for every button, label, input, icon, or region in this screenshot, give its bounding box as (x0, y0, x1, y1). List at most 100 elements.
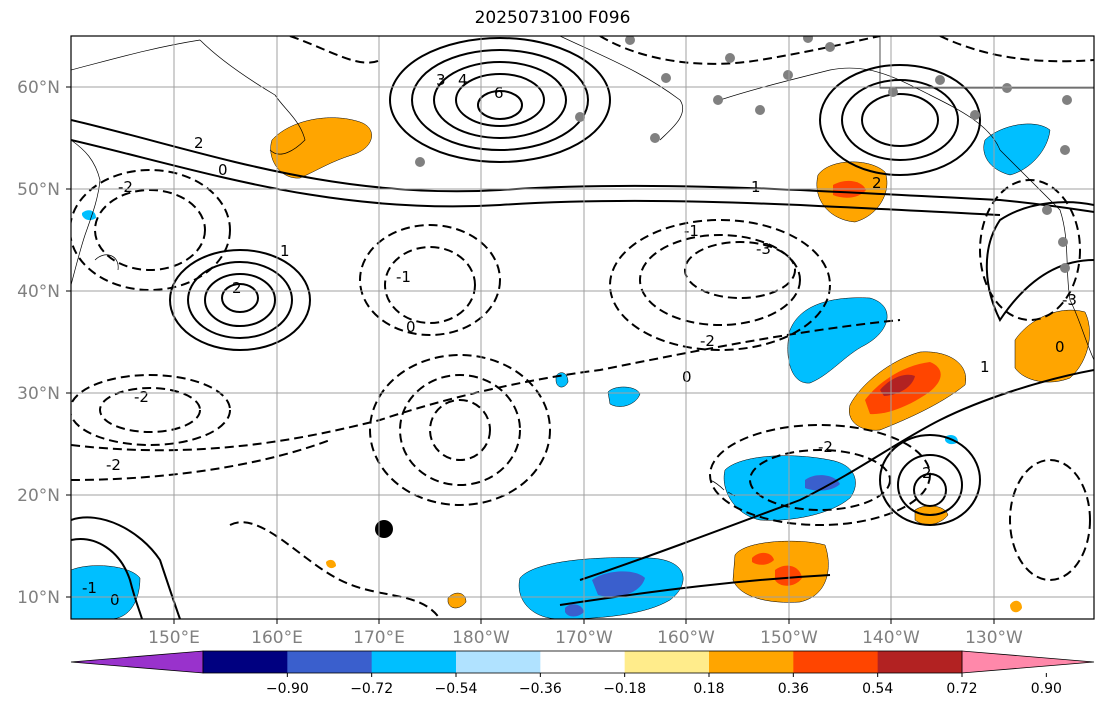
contour-label: 3 (436, 71, 446, 89)
contour-label: 6 (494, 84, 504, 102)
dashed-ring (71, 169, 231, 291)
contour-line (985, 201, 1094, 322)
contour-ring (411, 49, 589, 151)
contour-ring (455, 73, 545, 127)
latitude-tick-label: 50°N (17, 180, 60, 200)
storm-center-marker (375, 520, 393, 538)
dashed-line (599, 36, 881, 65)
dashed-ring (979, 179, 1081, 321)
contour-ring (841, 79, 959, 161)
contour-ring (433, 61, 567, 139)
contour-label: 2 (194, 134, 204, 152)
longitude-axis: 150°E 160°E 170°E 180°W 170°W 160°W 150°W 140°W… (148, 619, 1023, 648)
station-marker (888, 87, 898, 97)
negative-anomaly-fill (787, 297, 888, 384)
negative-anomaly-fill (983, 123, 1051, 176)
contour-label: -1 (396, 268, 411, 286)
longitude-tick-label: 150°E (148, 628, 200, 648)
dashed-line (229, 521, 441, 619)
dashed-ring (709, 424, 931, 526)
station-marker (713, 95, 723, 105)
negative-anomaly-fill (555, 372, 569, 388)
dashed-ring (99, 387, 201, 433)
contour-line (71, 139, 1001, 216)
latitude-tick-label: 30°N (17, 384, 60, 404)
station-marker (935, 75, 945, 85)
positive-anomaly-fill (1010, 600, 1022, 613)
contour-label: -3 (1062, 291, 1077, 309)
station-marker (1058, 237, 1068, 247)
longitude-tick-label: 130°W (965, 628, 1023, 648)
dashed-ring (94, 189, 206, 271)
colorbar: −0.90 −0.72 −0.54 −0.36 −0.18 0.18 0.36 0.54 0.7… (70, 650, 1095, 697)
dashed-line (939, 36, 1094, 63)
contour-label: 0 (682, 368, 692, 386)
north-america-coast (999, 149, 1094, 361)
colorbar-segment (287, 651, 373, 673)
contour-ring (204, 273, 276, 327)
station-marker (1062, 95, 1072, 105)
station-marker (755, 105, 765, 115)
longitude-tick-label: 180°W (452, 628, 510, 648)
colorbar-tick-label: 0.54 (862, 681, 893, 697)
canada-border (879, 36, 1094, 89)
alaska-coast (559, 36, 1001, 151)
dashed-ring (384, 246, 476, 324)
contour-label: 2 (922, 464, 932, 482)
dashed-ring (1009, 459, 1091, 581)
colorbar-tick-label: −0.72 (350, 681, 393, 697)
colorbar-segment (624, 651, 710, 673)
contour-label: 1 (751, 178, 761, 196)
colorbar-tick-label: −0.90 (266, 681, 309, 697)
colorbar-segment (877, 651, 963, 673)
map-area (71, 36, 1094, 619)
strong-positive-anomaly-fill (752, 552, 774, 565)
station-marker (1042, 205, 1052, 215)
negative-anomaly-fill (71, 565, 141, 619)
contour-label: 0 (218, 161, 228, 179)
colorbar-segment (203, 651, 288, 673)
contour-label: -2 (818, 438, 833, 456)
latitude-tick-label: 10°N (17, 588, 60, 608)
dashed-ring (359, 224, 501, 336)
station-markers (415, 36, 1072, 273)
latitude-axis: 60°N 50°N 40°N 30°N 20°N 10°N (17, 78, 71, 608)
contour-label: 0 (1055, 338, 1065, 356)
station-marker (803, 36, 813, 43)
contour-line (71, 119, 1094, 213)
dashed-line (289, 36, 381, 64)
negative-anomaly-fill (723, 455, 856, 521)
contour-label: -1 (684, 222, 699, 240)
contour-label: -1 (82, 579, 97, 597)
positive-anomaly-fill (326, 559, 336, 569)
colorbar-tick-label: 0.72 (946, 681, 977, 697)
longitude-tick-label: 160°E (251, 628, 303, 648)
contour-ring (879, 434, 981, 526)
station-marker (783, 70, 793, 80)
contour-line (71, 538, 143, 619)
dashed-ring (429, 399, 491, 461)
station-marker (1060, 145, 1070, 155)
japan-kuril-coast (71, 139, 119, 286)
longitude-tick-label: 140°W (862, 628, 920, 648)
station-marker (970, 110, 980, 120)
latitude-tick-label: 20°N (17, 486, 60, 506)
map-title: 2025073100 F096 (474, 8, 631, 28)
longitude-tick-label: 150°W (760, 628, 818, 648)
dashed-contours (71, 36, 1094, 619)
contour-label: 2 (872, 174, 882, 192)
map-frame (70, 35, 1095, 620)
latitude-tick-label: 60°N (17, 78, 60, 98)
graticule (71, 36, 1094, 619)
strongest-positive-anomaly-fill (880, 374, 915, 396)
station-marker (725, 53, 735, 63)
strong-negative-anomaly-fill (565, 604, 584, 617)
colorbar-tick-label: 0.18 (693, 681, 724, 697)
station-marker (575, 112, 585, 122)
colorbar-tick-label: −0.54 (435, 681, 478, 697)
latitude-tick-label: 40°N (17, 282, 60, 302)
station-marker (415, 157, 425, 167)
colorbar-min-extension (70, 650, 204, 674)
colorbar-segment (793, 651, 879, 673)
dashed-line (71, 439, 331, 481)
